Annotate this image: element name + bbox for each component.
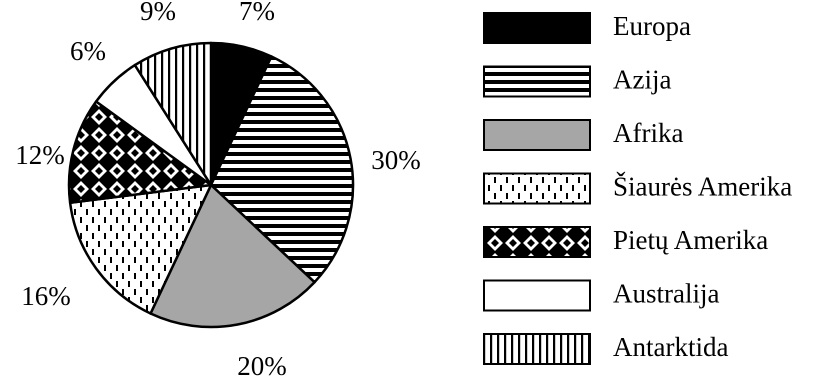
data-label-afrika: 20% [237, 351, 287, 381]
legend-swatch-antarktida [483, 333, 591, 365]
data-label-antarktida: 9% [140, 0, 176, 26]
legend-swatch-australija [483, 279, 591, 312]
legend-label-australija: Australija [613, 279, 719, 309]
legend-swatch-afrika [483, 119, 591, 151]
legend-label-pietu-amerika: Pietų Amerika [613, 225, 768, 255]
legend-label-afrika: Afrika [613, 118, 683, 148]
legend-label-europa: Europa [613, 11, 691, 41]
legend-swatch-pietu-amerika [483, 226, 591, 258]
data-label-siaures-amerika: 16% [21, 281, 71, 311]
legend-label-antarktida: Antarktida [613, 332, 728, 362]
pie-slice-antarktida [133, 41, 213, 187]
legend-swatch-azija [483, 65, 591, 98]
data-label-europa: 7% [239, 0, 275, 26]
pie-slice-siaures-amerika [68, 183, 213, 315]
legend-label-azija: Azija [613, 65, 671, 95]
data-label-pietu-amerika: 12% [15, 140, 65, 170]
pie-slice-afrika [149, 183, 316, 329]
pie-slice-pietu-amerika [67, 100, 213, 205]
data-label-azija: 30% [371, 145, 421, 175]
legend-swatch-siaures-amerika [483, 172, 591, 205]
data-label-australija: 6% [70, 36, 106, 66]
pie-slice-azija [209, 55, 355, 284]
legend-label-siaures-amerika: Šiaurės Amerika [613, 172, 792, 202]
legend-swatch-europa [483, 12, 591, 44]
